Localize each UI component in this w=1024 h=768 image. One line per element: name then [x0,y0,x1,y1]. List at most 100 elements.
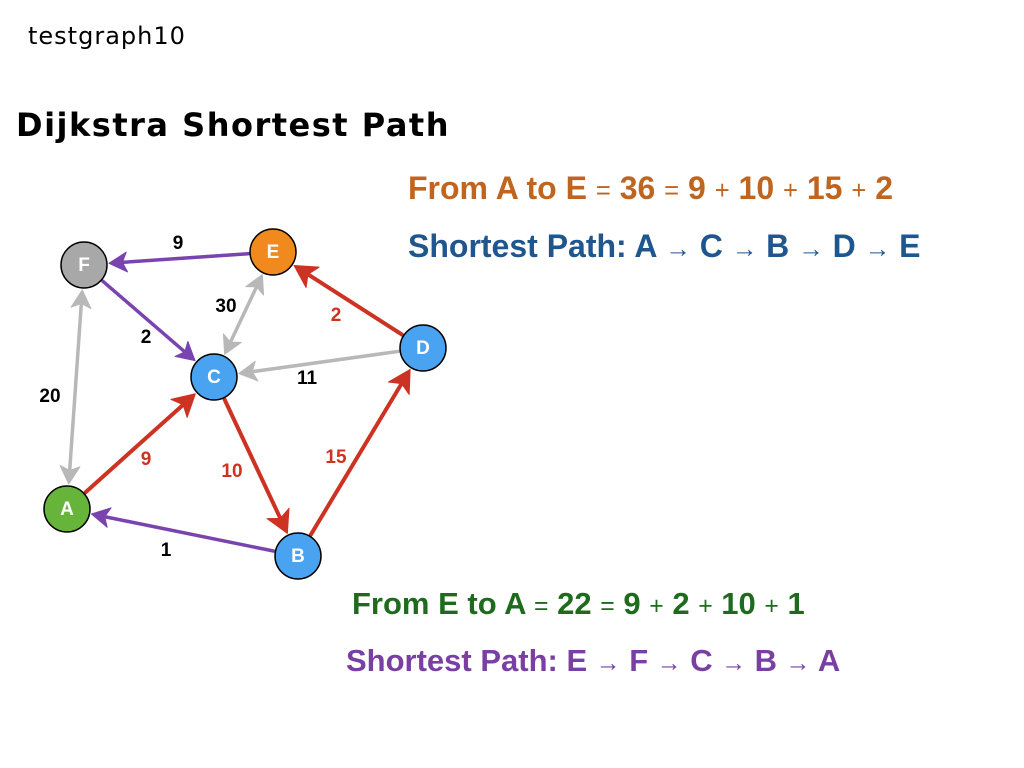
slide-title: Dijkstra Shortest Path [16,106,450,144]
term: C [699,228,723,264]
term: 10 [721,586,756,621]
term: From E to A [352,586,526,621]
edge-line [308,382,404,537]
node-E: E [249,228,297,276]
operator: + [714,177,730,205]
node-circle [60,241,108,289]
term: F [629,643,649,678]
operator: → [785,650,811,677]
operator: = [595,177,611,205]
arrowhead [387,368,411,396]
edge-weight-label: 1 [161,540,172,561]
edge-F-C [101,279,196,362]
operator: → [656,650,682,677]
operator: + [851,177,867,205]
term: 2 [875,170,893,206]
node-label: F [78,255,90,276]
term: A [817,643,841,678]
edge-weight-label: 9 [173,233,184,254]
operator: → [798,235,824,263]
node-D: D [399,324,447,372]
forward-cost-line: From A to E = 36 = 9 + 10 + 15 + 2 [408,170,893,207]
operator: = [534,593,549,620]
term: 9 [688,170,706,206]
node-circle [190,353,238,401]
arrowhead [174,340,196,362]
node-circle [249,228,297,276]
node-A: A [43,485,91,533]
arrowhead [266,507,290,534]
operator: → [864,235,891,263]
edge-B-D [308,368,411,537]
edge-weight-label: 11 [297,368,318,389]
term: A [634,228,657,264]
arrowhead [238,360,259,382]
edge-line [306,272,404,337]
edge-C-B [222,397,290,534]
node-label: E [267,242,280,263]
edge-F-A [59,289,92,485]
term: B [766,228,790,264]
operator: = [664,177,680,205]
edge-weight-label: 9 [141,449,152,470]
term: 22 [557,586,592,621]
operator: + [698,593,713,620]
operator: → [595,650,621,677]
edge-line [67,302,84,472]
node-circle [399,324,447,372]
node-B: B [274,532,322,580]
edge-A-C [83,393,196,495]
nodes-layer: F E D C A B [43,228,447,580]
edge-weight-label: 15 [325,447,347,468]
edge-line [101,279,186,354]
arrowhead [222,333,242,355]
node-C: C [190,353,238,401]
edge-line [251,349,400,374]
term: 9 [623,586,641,621]
node-circle [43,485,91,533]
arrowhead [245,274,265,296]
term: 15 [806,170,843,206]
edge-line [222,397,282,520]
operator: → [665,235,691,263]
term: D [832,228,856,264]
edge-C-E [222,274,265,355]
edge-weight-label: 20 [39,386,60,407]
term: E [566,643,588,678]
edge-weight-label: 2 [141,327,152,348]
edge-B-A [90,507,276,553]
term: 1 [787,586,805,621]
arrowhead [170,393,196,418]
node-label: B [291,546,305,567]
operator: + [649,593,664,620]
arrowhead [70,289,92,310]
reverse-cost-line: From E to A = 22 = 9 + 2 + 10 + 1 [352,586,805,622]
edge-line [103,515,276,553]
term: 10 [738,170,775,206]
term: B [754,643,778,678]
path-label: Shortest Path: [346,643,558,678]
edge-weight-label: 30 [215,296,236,317]
edge-weight-label: 2 [331,305,342,326]
term: 36 [619,170,656,206]
edge-D-E [293,264,404,337]
arrowhead [59,464,81,485]
edge-weight-label: 10 [221,461,242,482]
term: C [690,643,713,678]
weights-layer: 9 2 30 2 11 20 9 10 15 1 [39,233,347,561]
node-label: D [416,338,430,359]
path-label: Shortest Path: [408,228,627,264]
edge-E-F [108,251,250,273]
term: From A to E [408,170,587,206]
edge-line [121,251,250,265]
node-label: C [207,367,221,388]
edges-layer [59,251,411,553]
edge-line [229,285,258,344]
operator: → [731,235,758,263]
term: E [899,228,921,264]
reverse-path-line: Shortest Path: E → F → C → B → A [346,643,840,679]
arrowhead [90,507,112,528]
arrowhead [108,251,129,273]
